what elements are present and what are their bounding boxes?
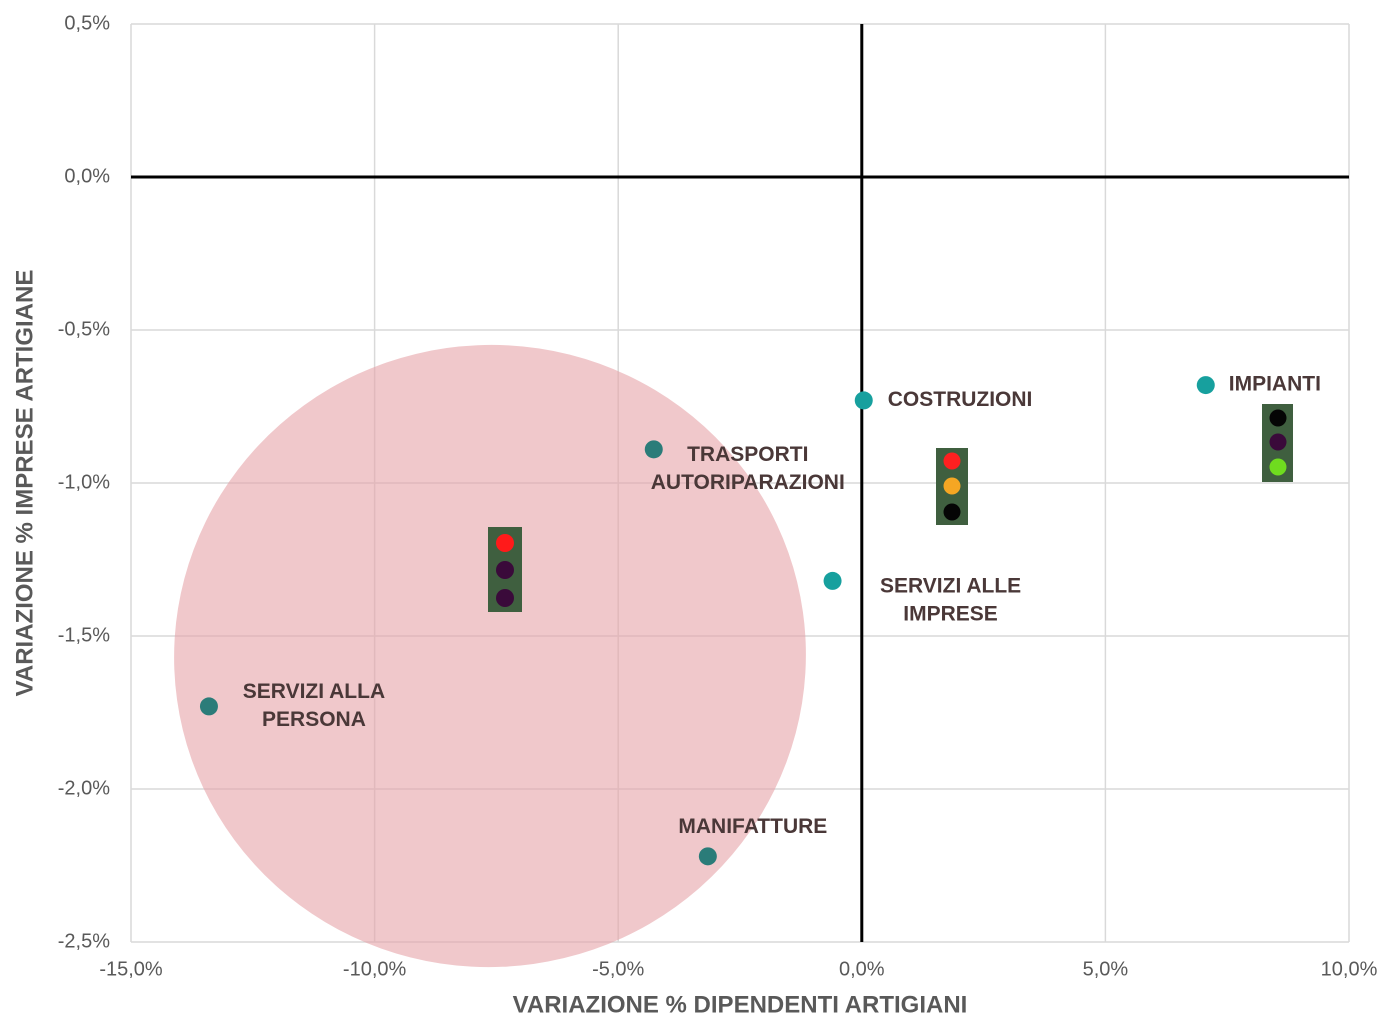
point-label: SERVIZI ALLE <box>880 574 1021 597</box>
point <box>698 847 717 866</box>
point-label: AUTORIPARAZIONI <box>651 471 845 494</box>
point-label: SERVIZI ALLA <box>243 680 385 703</box>
zero-lines <box>131 24 1349 942</box>
traffic-light <box>488 527 522 612</box>
x-tick-label: -15,0% <box>99 958 163 980</box>
y-tick-label: -2,0% <box>58 777 110 799</box>
x-tick-label: 5,0% <box>1083 958 1129 980</box>
point-label: MANIFATTURE <box>678 815 827 838</box>
point-label: IMPIANTI <box>1229 373 1321 396</box>
traffic-light <box>936 448 968 525</box>
point-label: TRASPORTI <box>687 443 808 466</box>
point-label: PERSONA <box>262 708 366 731</box>
x-tick-label: -5,0% <box>592 958 644 980</box>
y-tick-label: 0,5% <box>64 12 110 34</box>
y-tick-label: -1,0% <box>58 471 110 493</box>
x-tick-label: -10,0% <box>343 958 407 980</box>
point <box>823 571 842 590</box>
traffic-light <box>1262 404 1293 482</box>
y-tick-label: -0,5% <box>58 318 110 340</box>
x-tick-label: 10,0% <box>1321 958 1378 980</box>
x-tick-label: 0,0% <box>839 958 885 980</box>
y-tick-label: -1,5% <box>58 624 110 646</box>
point <box>1196 376 1215 395</box>
point <box>854 391 873 410</box>
point <box>644 440 663 459</box>
x-axis-title: VARIAZIONE % DIPENDENTI ARTIGIANI <box>513 991 968 1018</box>
point-label: COSTRUZIONI <box>888 388 1033 411</box>
point-label: IMPRESE <box>903 602 998 625</box>
y-tick-label: 0,0% <box>64 165 110 187</box>
point <box>199 697 218 716</box>
y-axis-title: VARIAZIONE % IMPRESE ARTIGIANE <box>11 270 38 697</box>
y-tick-label: -2,5% <box>58 930 110 952</box>
highlight-ellipse <box>174 344 806 968</box>
